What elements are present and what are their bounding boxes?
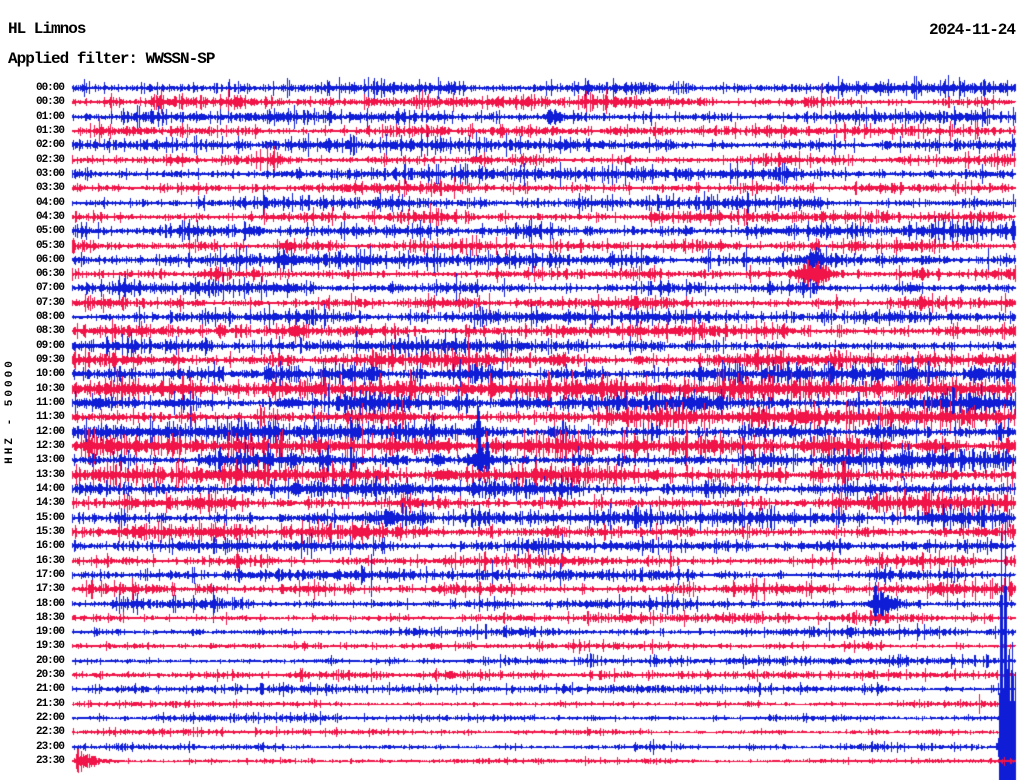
row-time-label: 11:30: [35, 411, 65, 423]
row-time-label: 19:00: [35, 626, 65, 638]
row-time-label: 12:00: [35, 426, 65, 438]
row-time-label: 09:30: [35, 354, 65, 366]
row-time-label: 17:30: [35, 583, 65, 595]
row-time-label: 20:00: [35, 655, 65, 667]
row-time-label: 18:00: [35, 598, 65, 610]
row-time-label: 05:30: [35, 240, 65, 252]
row-time-label: 14:30: [35, 497, 65, 509]
row-time-label: 05:00: [35, 225, 65, 237]
row-time-label: 16:00: [35, 540, 65, 552]
row-time-label: 13:30: [35, 469, 65, 481]
row-time-label: 09:00: [35, 340, 65, 352]
row-time-label: 04:00: [35, 197, 65, 209]
row-time-label: 08:00: [35, 311, 65, 323]
row-time-label: 11:00: [35, 397, 65, 409]
row-time-label: 00:30: [35, 96, 65, 108]
row-time-label: 22:30: [35, 726, 65, 738]
row-time-label: 08:30: [35, 325, 65, 337]
row-time-label: 14:00: [35, 483, 65, 495]
row-time-label: 19:30: [35, 640, 65, 652]
row-time-label: 23:00: [35, 741, 65, 753]
row-time-label: 02:00: [35, 139, 65, 151]
row-time-label: 20:30: [35, 669, 65, 681]
row-time-label: 15:00: [35, 512, 65, 524]
row-time-label: 17:00: [35, 569, 65, 581]
row-time-label: 07:00: [35, 282, 65, 294]
row-time-label: 07:30: [35, 297, 65, 309]
row-time-label: 10:00: [35, 368, 65, 380]
row-time-label: 00:00: [35, 82, 65, 94]
row-time-label: 21:00: [35, 683, 65, 695]
row-time-label: 16:30: [35, 555, 65, 567]
row-time-label: 23:30: [35, 755, 65, 767]
row-time-label: 18:30: [35, 612, 65, 624]
row-time-label: 21:30: [35, 698, 65, 710]
row-time-label: 01:30: [35, 125, 65, 137]
row-time-label: 12:30: [35, 440, 65, 452]
row-time-label: 04:30: [35, 211, 65, 223]
row-time-label: 02:30: [35, 154, 65, 166]
row-time-label: 03:30: [35, 182, 65, 194]
row-time-label: 10:30: [35, 383, 65, 395]
row-time-label: 03:00: [35, 168, 65, 180]
row-time-label: 15:30: [35, 526, 65, 538]
row-time-label: 06:30: [35, 268, 65, 280]
row-time-label: 22:00: [35, 712, 65, 724]
row-time-label: 01:00: [35, 111, 65, 123]
row-time-label: 13:00: [35, 454, 65, 466]
row-time-label: 06:00: [35, 254, 65, 266]
